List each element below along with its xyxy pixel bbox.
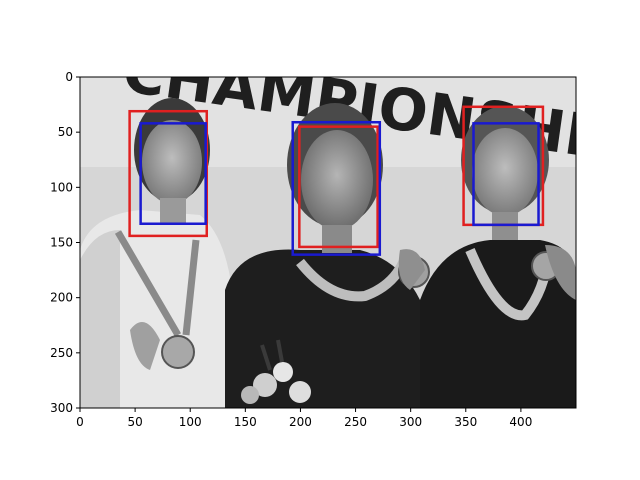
x-tick-label: 50 <box>127 415 142 429</box>
x-tick-label: 150 <box>234 415 257 429</box>
photo-image: CHAMPIONSHIPS <box>80 77 576 408</box>
y-tick-label: 150 <box>50 236 73 250</box>
y-tick-label: 200 <box>50 291 73 305</box>
face-box-blue <box>472 122 540 227</box>
y-tick-label: 50 <box>58 125 73 139</box>
x-tick-label: 100 <box>179 415 202 429</box>
person-right <box>420 106 576 408</box>
x-tick-label: 400 <box>509 415 532 429</box>
x-tick-label: 200 <box>289 415 312 429</box>
face-box-blue <box>291 120 382 256</box>
y-tick-label: 250 <box>50 346 73 360</box>
y-tick-label: 100 <box>50 180 73 194</box>
x-tick-label: 350 <box>454 415 477 429</box>
x-axis: 0 50 100 150 200 250 300 350 400 <box>76 408 532 429</box>
face-box-blue <box>139 122 207 225</box>
y-tick-label: 300 <box>50 401 73 415</box>
x-tick-label: 0 <box>76 415 84 429</box>
face-box-red <box>298 125 379 249</box>
x-tick-label: 300 <box>399 415 422 429</box>
x-tick-label: 250 <box>344 415 367 429</box>
detection-boxes <box>128 105 545 256</box>
y-tick-label: 0 <box>65 70 73 84</box>
y-axis: 0 50 100 150 200 250 300 <box>50 70 80 415</box>
person-middle <box>225 103 430 408</box>
